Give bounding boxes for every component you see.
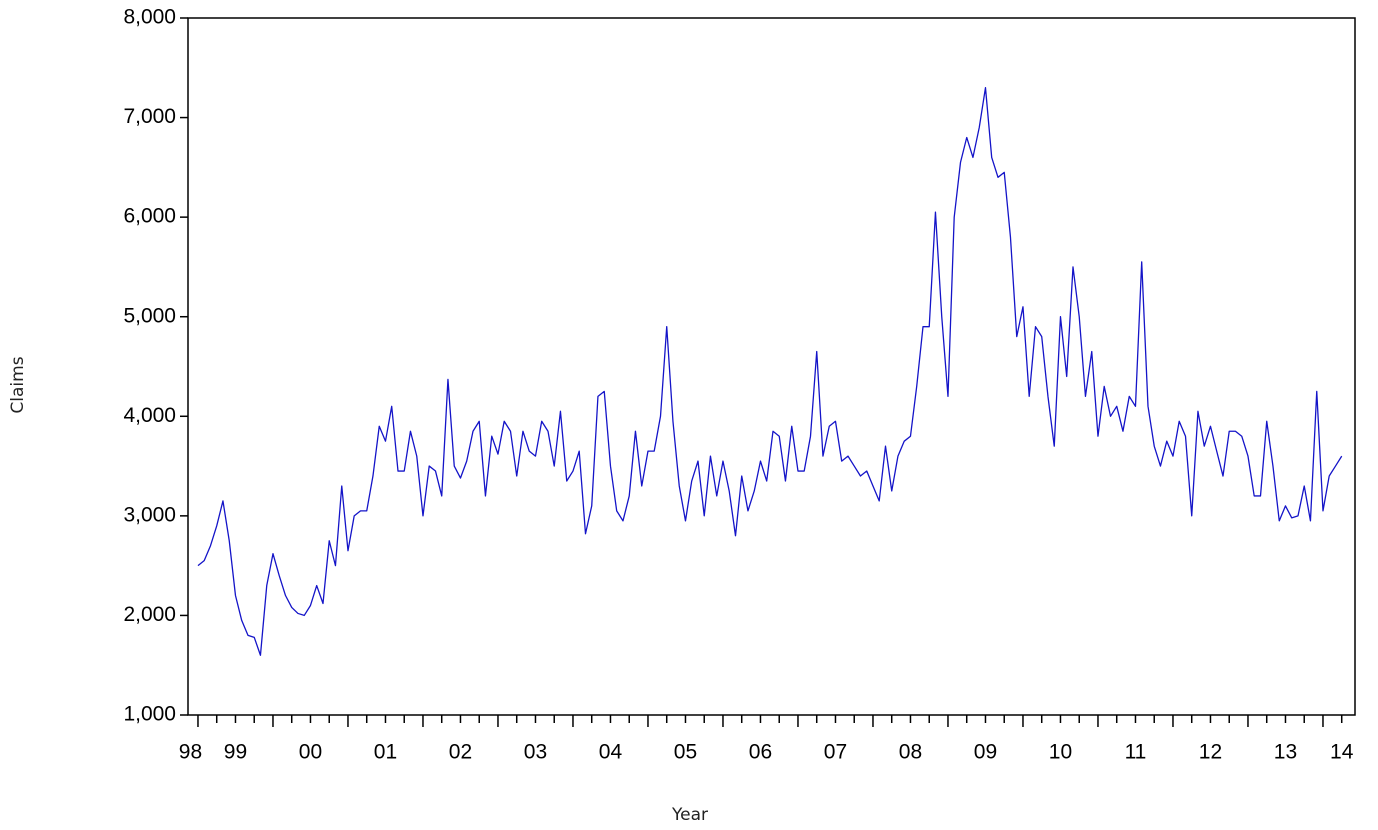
x-tick-label: 98 [179,741,202,764]
y-tick-label: 2,000 [123,603,176,626]
x-tick-label: 13 [1274,741,1297,764]
y-tick-label: 4,000 [123,404,176,427]
x-tick-label: 99 [224,741,247,764]
y-tick-label: 1,000 [123,703,176,726]
x-axis-label: Year [671,805,708,825]
x-tick-label: 09 [974,741,997,764]
y-axis-label: Claims [8,356,28,413]
x-tick-label: 07 [824,741,847,764]
y-tick-label: 8,000 [123,6,176,29]
x-tick-label: 05 [674,741,697,764]
x-tick-label: 14 [1330,741,1354,764]
x-tick-label: 03 [524,741,547,764]
y-tick-label: 7,000 [123,105,176,128]
x-tick-label: 02 [449,741,472,764]
plot-frame [187,17,1356,716]
x-tick-label: 10 [1049,741,1072,764]
x-tick-label: 04 [599,741,623,764]
x-tick-label: 06 [749,741,772,764]
x-tick-label: 08 [899,741,922,764]
y-tick-label: 5,000 [123,304,176,327]
x-tick-label: 12 [1199,741,1222,764]
x-tick-label: 11 [1125,741,1147,764]
y-tick-label: 6,000 [123,205,176,228]
y-tick-label: 3,000 [123,503,176,526]
x-tick-label: 00 [299,741,322,764]
x-tick-label: 01 [374,741,397,764]
data-line [197,87,1343,656]
